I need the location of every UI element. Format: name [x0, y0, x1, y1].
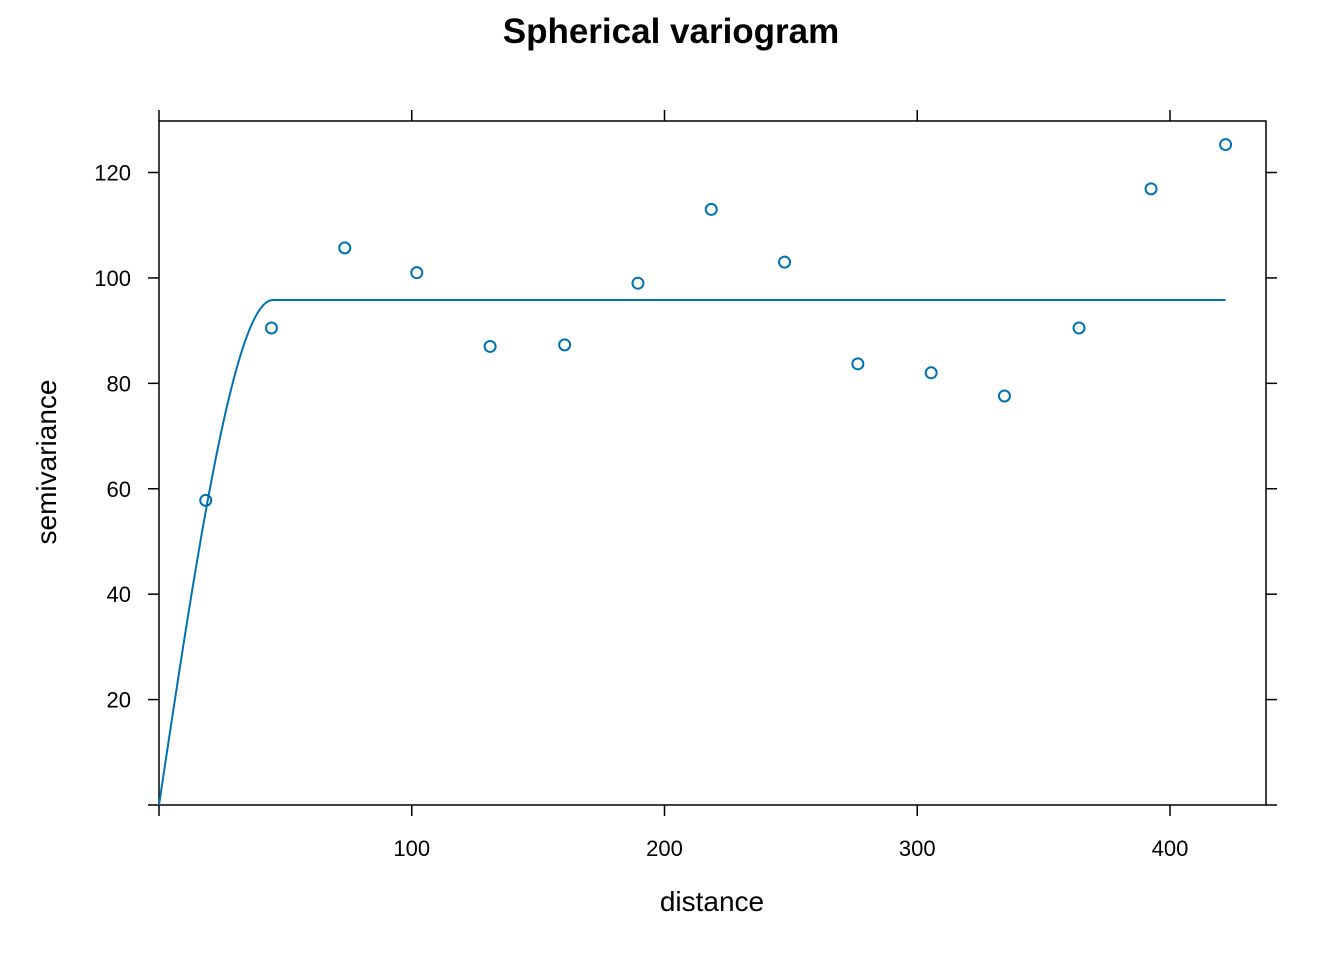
- spherical-model-line: [158, 299, 1226, 806]
- semivariance-point: [264, 321, 278, 335]
- semivariance-point: [338, 241, 352, 255]
- axis-ticks: 100 200 300 400 20 40 60 80 100 120: [94, 110, 1277, 861]
- y-tick-label: 100: [94, 266, 131, 291]
- y-tick-label: 40: [107, 582, 131, 607]
- semivariance-point: [410, 266, 424, 280]
- chart-title: Spherical variogram: [503, 12, 840, 51]
- y-tick-label: 20: [107, 688, 131, 713]
- plot-frame: [158, 120, 1267, 806]
- semivariance-point: [704, 202, 718, 216]
- semivariance-point: [199, 493, 213, 507]
- y-tick-label: 60: [107, 477, 131, 502]
- semivariance-point: [558, 338, 572, 352]
- semivariance-point: [1072, 321, 1086, 335]
- semivariance-point: [1144, 182, 1158, 196]
- y-tick-label: 120: [94, 161, 131, 186]
- semivariance-point: [997, 389, 1011, 403]
- x-axis-label: distance: [660, 886, 764, 917]
- semivariance-point: [851, 357, 865, 371]
- empirical-points-layer: [199, 138, 1233, 507]
- semivariance-point: [631, 276, 645, 290]
- x-tick-label: 300: [899, 836, 936, 861]
- semivariance-point: [778, 255, 792, 269]
- y-tick-label: 80: [107, 371, 131, 396]
- semivariance-point: [1219, 138, 1233, 152]
- fitted-model-layer: [158, 299, 1226, 806]
- semivariance-point: [924, 366, 938, 380]
- x-tick-label: 400: [1152, 836, 1189, 861]
- x-tick-label: 200: [646, 836, 683, 861]
- semivariance-point: [483, 339, 497, 353]
- x-tick-label: 100: [393, 836, 430, 861]
- y-axis-label: semivariance: [31, 380, 62, 545]
